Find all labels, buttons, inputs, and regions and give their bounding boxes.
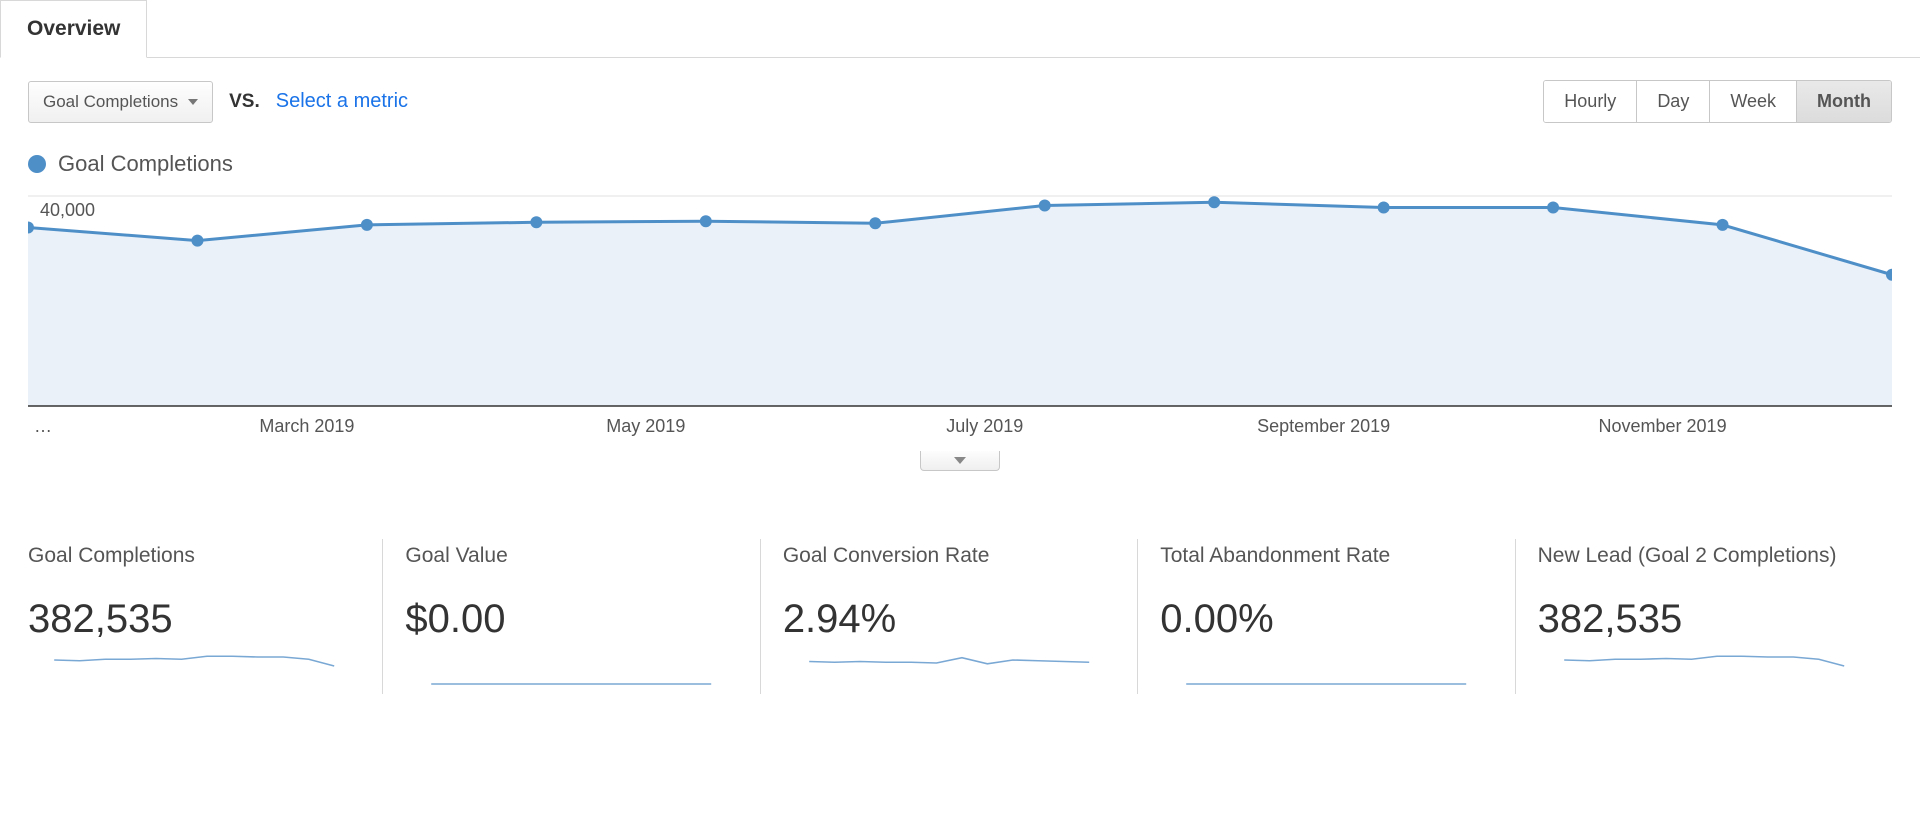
metric-value: $0.00	[405, 597, 737, 642]
grain-week[interactable]: Week	[1710, 81, 1797, 122]
sparkline	[28, 652, 360, 686]
x-tick-label: July 2019	[946, 416, 1023, 436]
legend-dot-icon	[28, 155, 46, 173]
main-chart-svg: 20,00040,000…March 2019May 2019July 2019…	[28, 191, 1892, 451]
x-tick-label: May 2019	[606, 416, 685, 436]
metric-title: Total Abandonment Rate	[1160, 543, 1492, 595]
x-tick-label: …	[34, 416, 52, 436]
metric-title: Goal Value	[405, 543, 737, 595]
chart-point[interactable]	[869, 217, 881, 229]
tab-bar: Overview	[0, 0, 1920, 58]
grain-day[interactable]: Day	[1637, 81, 1710, 122]
chart-point[interactable]	[1208, 196, 1220, 208]
controls-left: Goal Completions VS. Select a metric	[28, 81, 408, 123]
sparkline	[783, 652, 1115, 686]
chart-collapse-handle[interactable]	[920, 451, 1000, 471]
vs-label: VS.	[229, 91, 260, 113]
chart-point[interactable]	[530, 216, 542, 228]
metric-dropdown[interactable]: Goal Completions	[28, 81, 213, 123]
grain-hourly[interactable]: Hourly	[1544, 81, 1637, 122]
select-metric-link[interactable]: Select a metric	[276, 90, 408, 113]
metric-card[interactable]: Goal Completions382,535	[28, 539, 383, 694]
sparkline	[405, 652, 737, 686]
metric-dropdown-label: Goal Completions	[43, 92, 178, 112]
metrics-row: Goal Completions382,535Goal Value$0.00Go…	[0, 539, 1920, 706]
legend-series-label: Goal Completions	[58, 151, 233, 177]
chart-point[interactable]	[361, 219, 373, 231]
chevron-down-icon	[954, 457, 966, 464]
sparkline	[1538, 652, 1870, 686]
metric-value: 0.00%	[1160, 597, 1492, 642]
chart-point[interactable]	[1039, 199, 1051, 211]
chart-legend: Goal Completions	[0, 131, 1920, 185]
x-tick-label: November 2019	[1599, 416, 1727, 436]
metric-title: Goal Completions	[28, 543, 360, 595]
metric-card[interactable]: Goal Value$0.00	[405, 539, 760, 694]
metric-card[interactable]: Total Abandonment Rate0.00%	[1160, 539, 1515, 694]
y-tick-label: 40,000	[40, 200, 95, 220]
x-tick-label: March 2019	[259, 416, 354, 436]
main-chart: 20,00040,000…March 2019May 2019July 2019…	[28, 191, 1892, 471]
metric-value: 382,535	[1538, 597, 1870, 642]
chart-point[interactable]	[700, 215, 712, 227]
sparkline	[1160, 652, 1492, 686]
chart-point[interactable]	[1378, 202, 1390, 214]
metric-title: Goal Conversion Rate	[783, 543, 1115, 595]
x-tick-label: September 2019	[1257, 416, 1390, 436]
grain-month[interactable]: Month	[1797, 81, 1891, 122]
chart-point[interactable]	[191, 235, 203, 247]
chevron-down-icon	[188, 99, 198, 105]
chart-point[interactable]	[1547, 202, 1559, 214]
metric-value: 2.94%	[783, 597, 1115, 642]
metric-value: 382,535	[28, 597, 360, 642]
metric-card[interactable]: Goal Conversion Rate2.94%	[783, 539, 1138, 694]
chart-point[interactable]	[1717, 219, 1729, 231]
controls-row: Goal Completions VS. Select a metric Hou…	[0, 58, 1920, 131]
tab-overview[interactable]: Overview	[0, 0, 147, 58]
metric-card[interactable]: New Lead (Goal 2 Completions)382,535	[1538, 539, 1892, 694]
time-grain-group: Hourly Day Week Month	[1543, 80, 1892, 123]
metric-title: New Lead (Goal 2 Completions)	[1538, 543, 1870, 595]
